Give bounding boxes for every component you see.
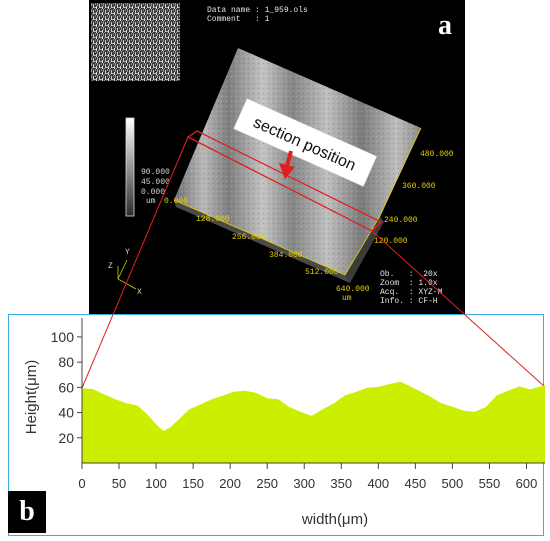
y-tick-360: 360.000 bbox=[402, 182, 436, 191]
y-tick-480: 480.000 bbox=[420, 150, 454, 159]
colorbar-tick-max: 90.000 bbox=[141, 168, 170, 177]
y-tick-120: 120.000 bbox=[374, 237, 408, 246]
colorbar-unit: um bbox=[146, 197, 156, 206]
x-tick-512: 512.000 bbox=[305, 268, 339, 277]
section-plane bbox=[186, 130, 383, 232]
x-tick-128: 128.000 bbox=[196, 215, 230, 224]
x-tick-256: 256.000 bbox=[232, 233, 266, 242]
panel-b-label: b bbox=[8, 491, 46, 533]
x-tick-384: 384.000 bbox=[269, 251, 303, 260]
section-arrow bbox=[279, 150, 295, 179]
info-text: Info. : CF-H bbox=[380, 297, 438, 306]
panel-a-label: a bbox=[425, 6, 465, 46]
surface-3d bbox=[173, 48, 422, 283]
colorbar-tick-mid: 45.000 bbox=[141, 178, 170, 187]
x-tick-640: 640.000 bbox=[336, 285, 370, 294]
comment-text: Comment : 1 bbox=[207, 15, 270, 24]
axis-z-label: Z bbox=[108, 262, 113, 271]
height-colorbar bbox=[125, 117, 135, 217]
axis-y-label: Y bbox=[125, 248, 130, 257]
x-axis-unit: um bbox=[342, 294, 352, 303]
data-name-text: Data name : 1_959.ols bbox=[207, 6, 308, 15]
axis-x-label: X bbox=[137, 288, 142, 297]
y-tick-240: 240.000 bbox=[384, 216, 418, 225]
surface-render: section position bbox=[117, 48, 422, 290]
x-tick-0: 0.000 bbox=[164, 197, 189, 206]
height-profile-panel bbox=[8, 314, 544, 536]
surface-thumbnail-image bbox=[91, 3, 180, 81]
axis-triad bbox=[117, 259, 137, 290]
